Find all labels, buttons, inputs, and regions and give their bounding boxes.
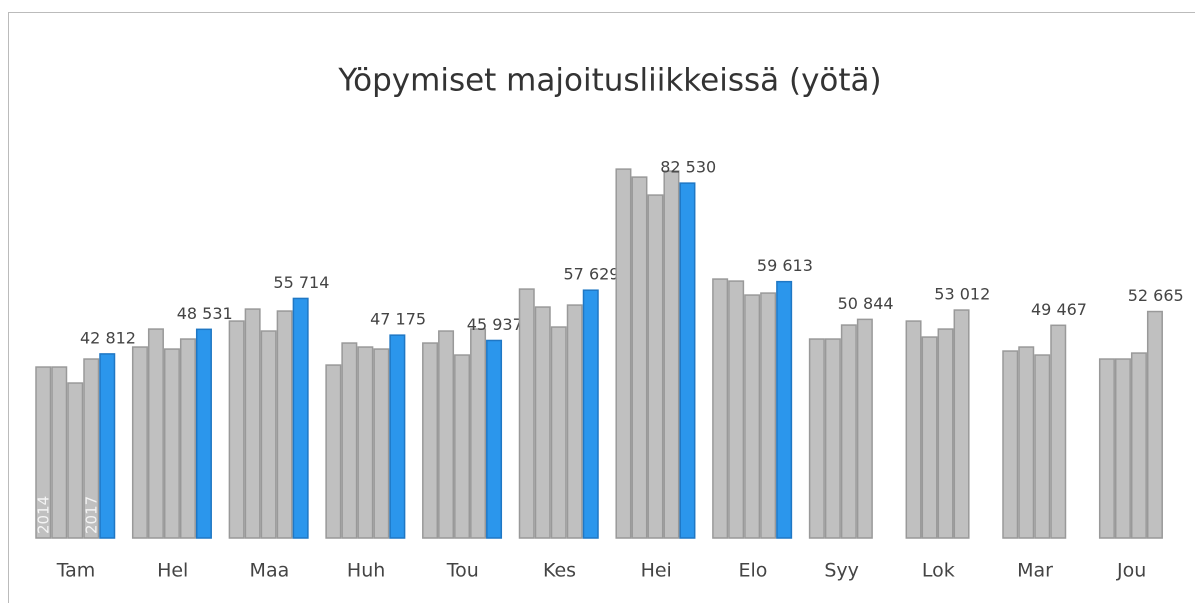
- bar: [325, 364, 342, 539]
- x-tick-label: Kes: [543, 560, 576, 582]
- bar: [1114, 358, 1131, 539]
- legend-label: 2017: [83, 496, 101, 534]
- bar: [454, 354, 471, 539]
- bar: [228, 320, 245, 539]
- data-label: 45 937: [467, 315, 523, 334]
- bar: [67, 382, 84, 539]
- bar: [163, 348, 180, 539]
- bar: [728, 280, 745, 539]
- bar: [422, 342, 439, 539]
- data-label: 53 012: [934, 285, 990, 304]
- bar: [534, 306, 551, 539]
- data-label: 82 530: [660, 158, 716, 177]
- bar: [1018, 346, 1035, 539]
- bar: [51, 366, 68, 539]
- bar: [615, 168, 632, 539]
- chart-title: Yöpymiset majoitusliikkeissä (yötä): [337, 63, 881, 99]
- x-tick-label: Lok: [922, 560, 955, 582]
- bar: [389, 334, 406, 539]
- bar: [744, 294, 761, 539]
- data-label: 42 812: [80, 328, 136, 347]
- data-label: 55 714: [273, 273, 329, 292]
- bar: [244, 308, 261, 539]
- x-tick-label: Syy: [824, 560, 859, 582]
- data-label: 59 613: [757, 256, 813, 275]
- bar: [518, 288, 535, 539]
- bar: [760, 292, 777, 539]
- bar: [1130, 352, 1147, 539]
- bar: [550, 326, 567, 539]
- x-tick-label: Elo: [738, 560, 767, 582]
- bar: [1034, 354, 1051, 539]
- x-tick-label: Huh: [347, 560, 385, 582]
- bar: [566, 304, 583, 539]
- bar: [1098, 358, 1115, 539]
- bar: [486, 339, 503, 539]
- bar: [631, 176, 648, 539]
- frame: [8, 12, 1195, 603]
- x-tick-label: Jou: [1116, 560, 1146, 582]
- bar: [679, 182, 696, 539]
- bar: [357, 346, 374, 539]
- data-label: 50 844: [838, 294, 894, 313]
- bar: [195, 328, 212, 539]
- x-tick-label: Tou: [446, 560, 479, 582]
- bar: [953, 309, 970, 539]
- bar: [276, 310, 293, 539]
- bar: [1002, 350, 1019, 539]
- data-label: 47 175: [370, 310, 426, 329]
- bar: [373, 348, 390, 539]
- bar: [438, 330, 455, 539]
- data-label: 57 629: [564, 265, 620, 284]
- bar: [292, 297, 309, 539]
- bar: [83, 358, 100, 539]
- x-tick-label: Maa: [250, 560, 290, 582]
- bar: [341, 342, 358, 539]
- bar: [582, 289, 599, 539]
- bar: [905, 320, 922, 539]
- x-tick-label: Hei: [641, 560, 672, 582]
- data-label: 48 531: [177, 304, 233, 323]
- bar: [856, 318, 873, 539]
- bar: [35, 366, 52, 539]
- bar: [824, 338, 841, 539]
- data-label: 52 665: [1128, 286, 1184, 305]
- bar: [647, 194, 664, 539]
- data-label: 49 467: [1031, 300, 1087, 319]
- bar: [663, 170, 680, 539]
- bar: [147, 328, 164, 539]
- bar: [712, 278, 729, 539]
- bar: [840, 324, 857, 539]
- x-tick-label: Tam: [56, 560, 96, 582]
- bar: [260, 330, 277, 539]
- bar: [179, 338, 196, 539]
- bar: [776, 280, 793, 539]
- legend-label: 2014: [35, 496, 53, 534]
- bar: [470, 328, 487, 539]
- x-tick-label: Mar: [1017, 560, 1053, 582]
- bar: [99, 353, 116, 539]
- bar: [808, 338, 825, 539]
- bar: [131, 346, 148, 539]
- bar: [1146, 310, 1163, 539]
- x-tick-label: Hel: [157, 560, 188, 582]
- bar: [937, 328, 954, 539]
- bar: [921, 336, 938, 539]
- bar: [1050, 324, 1067, 539]
